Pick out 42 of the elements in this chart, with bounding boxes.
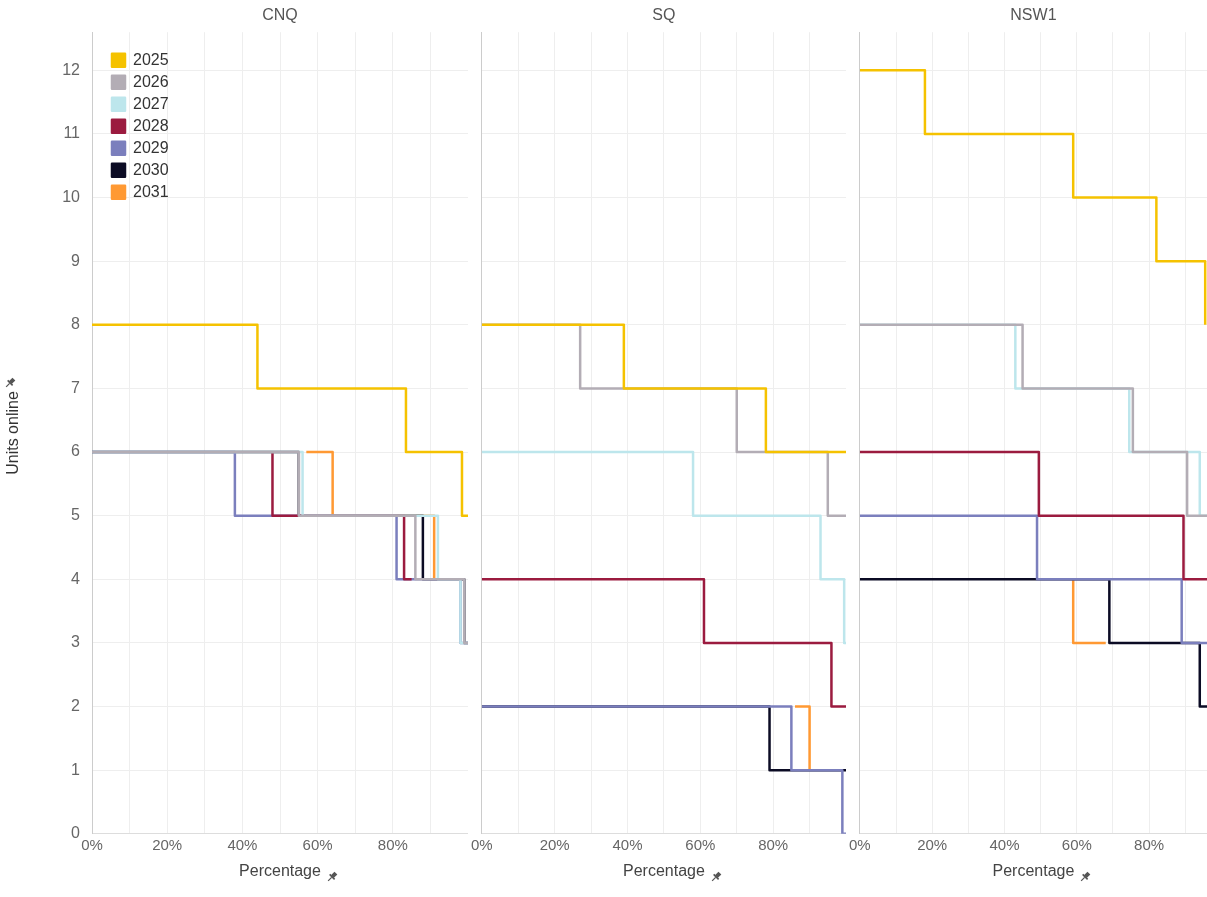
y-tick-label: 12	[62, 60, 81, 78]
legend-label: 2025	[133, 50, 169, 68]
y-tick-label: 9	[71, 251, 81, 269]
x-tick-label: 60%	[302, 835, 333, 853]
x-tick-label: 60%	[1061, 835, 1092, 853]
x-tick-label: 20%	[152, 835, 183, 853]
y-tick-label: 3	[71, 633, 81, 651]
x-axis-title: Percentage	[239, 861, 322, 879]
x-tick-label: 80%	[1134, 835, 1165, 853]
y-tick-label: 4	[71, 569, 81, 587]
y-tick-label: 5	[71, 506, 81, 524]
chart-title: SQ	[652, 6, 676, 24]
legend-label: 2031	[133, 182, 169, 200]
x-tick-label: 80%	[758, 835, 789, 853]
chart-title: CNQ	[262, 6, 298, 24]
x-tick-label: 80%	[377, 835, 408, 853]
x-tick-label: 40%	[227, 835, 258, 853]
x-tick-label: 60%	[685, 835, 716, 853]
x-tick-label: 20%	[917, 835, 948, 853]
chart-title: NSW1	[1010, 6, 1057, 24]
x-tick-label: 0%	[81, 835, 103, 853]
x-axis-title: Percentage	[623, 861, 705, 879]
x-tick-label: 40%	[989, 835, 1020, 853]
legend-label: 2029	[133, 138, 169, 156]
legend-label: 2026	[133, 72, 169, 90]
y-tick-label: 1	[71, 760, 81, 778]
x-axis-title: Percentage	[992, 861, 1075, 879]
x-tick-label: 20%	[539, 835, 570, 853]
y-tick-label: 8	[71, 315, 81, 333]
legend-label: 2030	[133, 160, 169, 178]
y-tick-label: 6	[71, 442, 81, 460]
y-tick-label: 2	[71, 696, 81, 714]
x-tick-label: 40%	[612, 835, 643, 853]
y-axis-title: Units online	[4, 391, 22, 475]
y-tick-label: 11	[63, 124, 81, 142]
legend-label: 2028	[133, 116, 169, 134]
x-tick-label: 0%	[471, 835, 493, 853]
y-tick-label: 0	[71, 824, 81, 842]
x-tick-label: 0%	[849, 835, 871, 853]
legend-label: 2027	[133, 94, 169, 112]
y-tick-label: 7	[71, 378, 81, 396]
y-tick-label: 10	[62, 188, 81, 206]
